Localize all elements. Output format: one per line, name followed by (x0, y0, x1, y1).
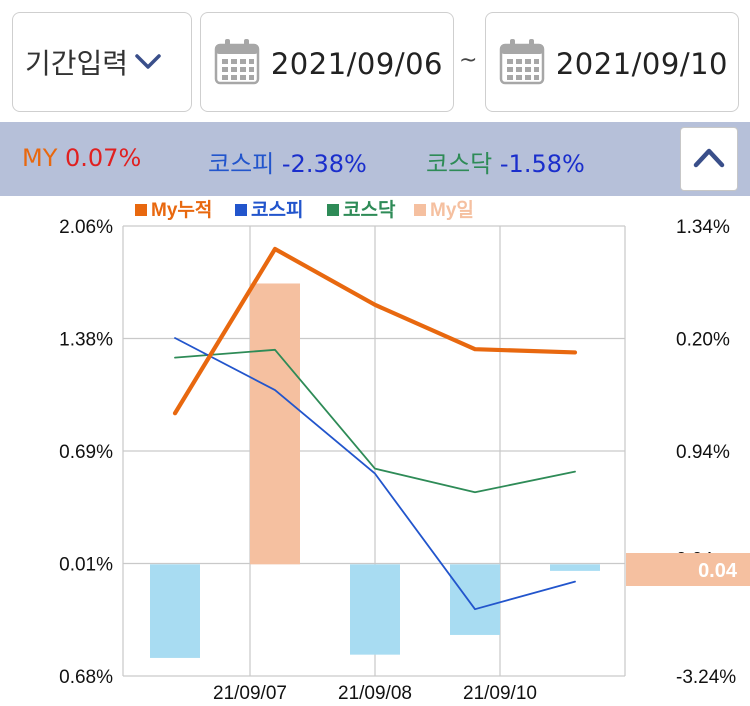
performance-chart: 2.06% 1.38% 0.69% 0.01% 0.68% 1.34% 0.20% 0.94%… (59, 199, 750, 704)
my-summary-value: 0.07% (65, 144, 142, 172)
my-summary: MY 0.07% (22, 144, 141, 172)
line-kospi (174, 337, 576, 611)
x-axis-label: 21/09/08 (338, 683, 412, 704)
legend-swatch (235, 204, 247, 216)
kosdaq-summary-value: -1.58% (499, 150, 585, 178)
legend-label: My누적 (151, 199, 212, 221)
end-date-value: 2021/09/10 (555, 47, 728, 81)
legend-swatch (414, 204, 426, 216)
chevron-up-icon (692, 145, 726, 173)
right-axis-label: -3.24% (676, 667, 736, 688)
legend-label: 코스피 (251, 199, 303, 221)
period-select[interactable]: 기간입력 (12, 12, 192, 112)
x-axis-label: 21/09/07 (213, 683, 287, 704)
legend-swatch (135, 204, 147, 216)
left-axis-label: 1.38% (59, 330, 113, 351)
kosdaq-summary: 코스닥 -1.58% (426, 144, 585, 179)
right-axis-label: 0.94% (676, 442, 730, 463)
last-value-badge (626, 553, 750, 586)
my-summary-label: MY (22, 144, 58, 172)
legend-label: 코스닥 (343, 199, 396, 221)
bar-my-daily (450, 564, 500, 635)
bar-my-daily (250, 283, 300, 565)
end-date-field[interactable]: 2021/09/10 (485, 12, 739, 112)
x-axis-label: 21/09/10 (463, 683, 537, 704)
kospi-summary-value: -2.38% (281, 150, 367, 178)
left-axis-label: 2.06% (59, 217, 113, 238)
date-range-separator: ~ (459, 48, 478, 73)
kosdaq-summary-label: 코스닥 (426, 150, 493, 178)
calendar-icon (498, 37, 546, 87)
left-axis-label: 0.68% (59, 667, 113, 688)
summary-bar: MY 0.07% 코스피 -2.38% 코스닥 -1.58% (0, 122, 750, 196)
bar-my-daily (150, 564, 200, 658)
bar-my-daily (550, 564, 600, 571)
start-date-field[interactable]: 2021/09/06 (200, 12, 454, 112)
legend-label: My일 (430, 199, 474, 221)
date-filter-bar: 기간입력 2021/09/06 ~ (0, 0, 750, 122)
right-axis-label: 0.20% (676, 330, 730, 351)
kospi-summary: 코스피 -2.38% (208, 144, 367, 179)
chevron-down-icon (134, 48, 162, 76)
kospi-summary-label: 코스피 (208, 150, 275, 178)
legend-swatch (327, 204, 339, 216)
collapse-button[interactable] (680, 127, 738, 191)
line-my-cumulative (172, 246, 578, 416)
left-axis-label: 0.69% (59, 442, 113, 463)
right-axis-label: 1.34% (676, 217, 730, 238)
left-axis-label: 0.01% (59, 555, 113, 576)
last-value-badge-text: 0.04 (698, 560, 738, 582)
calendar-icon (213, 37, 261, 87)
start-date-value: 2021/09/06 (270, 47, 443, 81)
period-label: 기간입력 (25, 47, 129, 80)
bar-my-daily (350, 564, 400, 655)
line-kosdaq (174, 348, 576, 494)
